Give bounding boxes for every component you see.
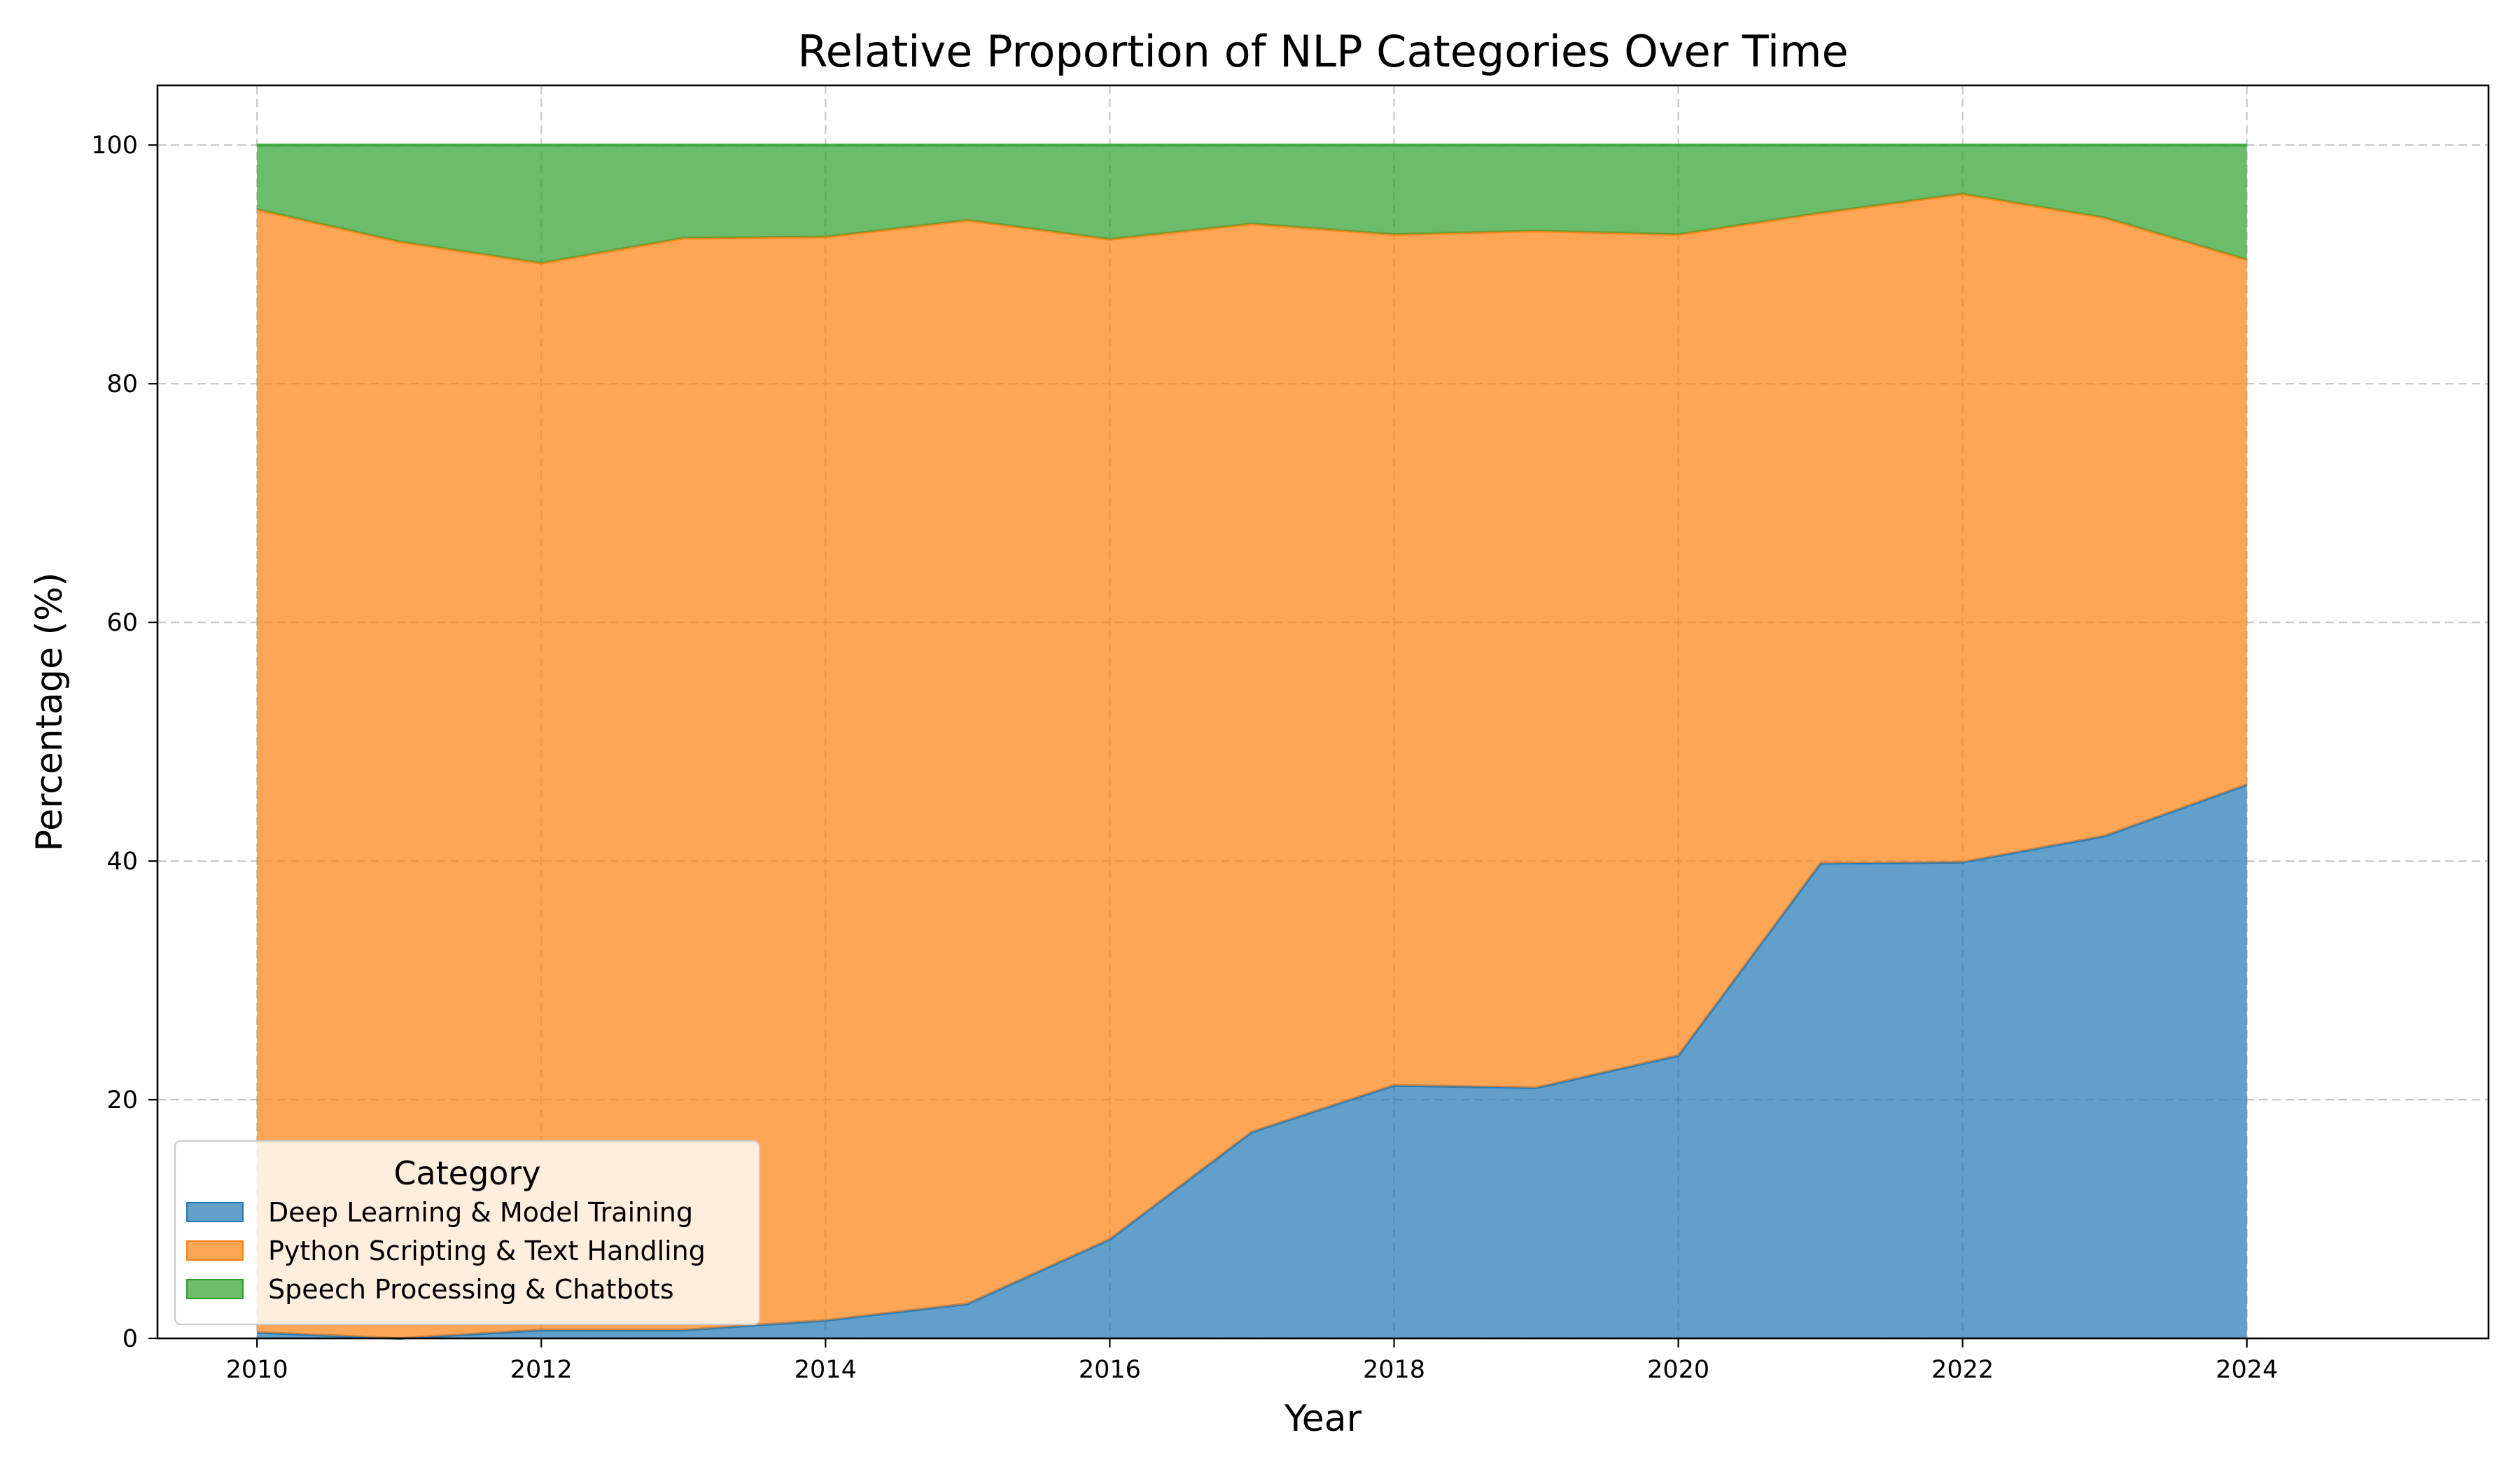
x-tick-label: 2016 [1079,1356,1141,1384]
area-series-2 [257,194,2247,1339]
y-tick-label: 40 [106,848,138,876]
legend: Category Deep Learning & Model Training Py… [174,1140,761,1326]
legend-swatch [186,1279,244,1299]
x-tick-label: 2010 [226,1356,288,1384]
legend-entry-label: Python Scripting & Text Handling [268,1236,706,1266]
plot-frame [156,84,2490,1340]
y-tick-label: 60 [106,609,138,637]
legend-entry-label: Speech Processing & Chatbots [268,1274,674,1305]
area-series-1 [257,785,2247,1338]
legend-box [174,1140,761,1326]
area-series-3 [257,145,2247,263]
x-tick-label: 2012 [510,1356,573,1384]
stacked-areas [256,144,2248,1340]
x-tick-label: 2018 [1363,1356,1425,1384]
x-tick-label: 2020 [1647,1356,1709,1384]
legend-title: Category [393,1154,540,1192]
legend-swatch [186,1202,244,1222]
x-tick-label: 2022 [1931,1356,1994,1384]
legend-entry-label: Deep Learning & Model Training [268,1197,693,1228]
legend-swatch [186,1240,244,1261]
y-tick-label: 20 [106,1086,138,1114]
y-tick-label: 100 [91,132,138,160]
y-tick-label: 80 [106,370,138,398]
axis-ticks: 2010 2012 2014 2016 2018 2020 2022 2024 0 20 40 60 8… [91,132,2278,1384]
x-tick-label: 2024 [2216,1356,2278,1384]
y-axis-label: Percentage (%) [29,572,71,851]
chart-title: Relative Proportion of NLP Categories Ov… [797,26,1848,77]
x-axis-label: Year [1284,1398,1362,1440]
x-tick-label: 2014 [794,1356,857,1384]
y-tick-label: 0 [122,1325,138,1353]
